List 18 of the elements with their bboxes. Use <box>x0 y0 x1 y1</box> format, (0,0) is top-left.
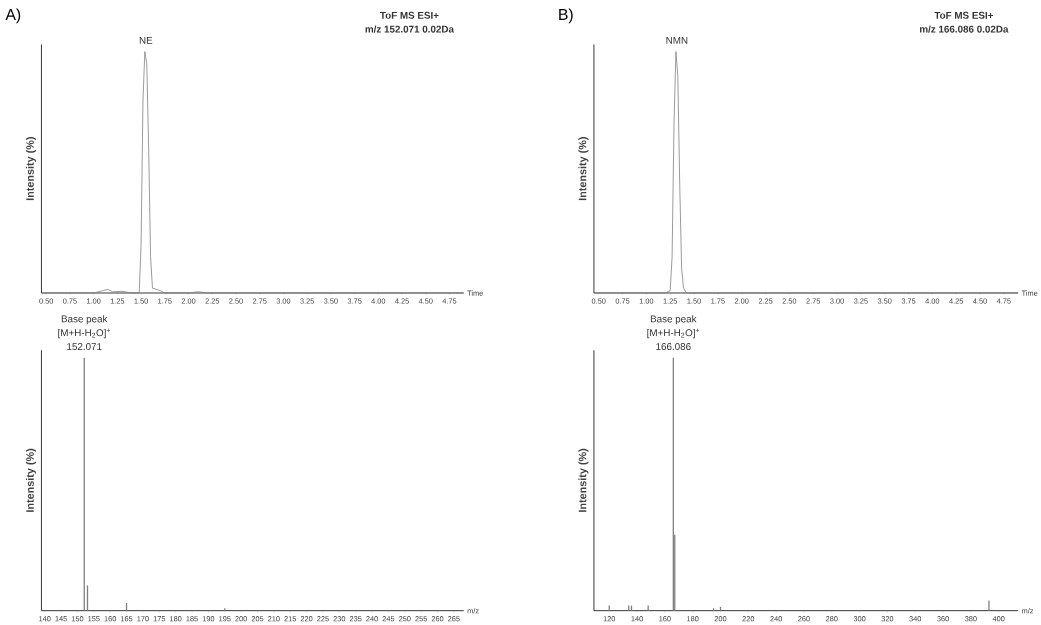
chart-subtitle: ToF MS ESI+ <box>934 12 994 20</box>
annotation: [M+H-H$_{2}$O]$^{+}$ <box>58 328 111 339</box>
annotation: 152.071 <box>67 343 102 351</box>
chart-subtitle: ToF MS ESI+ <box>380 12 439 20</box>
annotation: NMN <box>666 37 688 44</box>
chart-title: B) <box>559 8 573 24</box>
y-axis-title: Intensity (%) <box>578 449 589 513</box>
chart-title: A) <box>5 8 21 24</box>
y-axis-title: Intensity (%) <box>578 137 589 201</box>
annotation: [M+H-H$_{2}$O]$^{+}$ <box>647 328 700 339</box>
text: m/z 152.071 0.02Da <box>365 25 455 33</box>
y-axis-title: Intensity (%) <box>25 137 36 201</box>
annotation: 166.086 <box>656 343 691 351</box>
annotation: NE <box>139 37 153 44</box>
text: Base peak <box>650 315 697 325</box>
text: m/z 166.086 0.02Da <box>920 25 1009 33</box>
y-axis-title: Intensity (%) <box>25 449 36 513</box>
text: Base peak <box>61 315 108 325</box>
